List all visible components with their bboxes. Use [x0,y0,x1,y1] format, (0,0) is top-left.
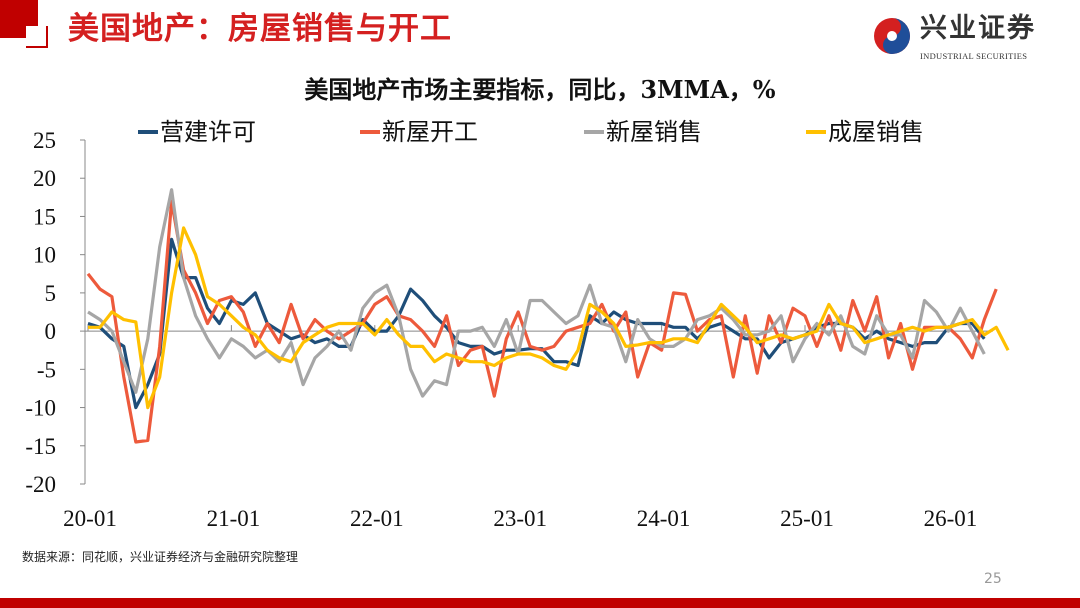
page-number: 25 [984,571,1002,587]
y-tick-label: -20 [25,472,56,497]
x-tick-label: 20-01 [63,506,117,531]
x-tick-label: 22-01 [350,506,404,531]
logo-swirl-icon [874,18,910,54]
legend-item-permits: 营建许可 [138,118,256,146]
x-tick-label: 21-01 [207,506,261,531]
legend-label: 新屋销售 [606,118,702,146]
data-source-note: 数据来源：同花顺，兴业证券经济与金融研究院整理 [22,550,299,564]
legend-swatch [806,130,826,134]
x-tick-label: 24-01 [637,506,691,531]
legend-item-starts: 新屋开工 [360,118,478,146]
x-tick-label: 25-01 [780,506,834,531]
legend-swatch [584,130,604,134]
y-tick-label: -15 [25,434,56,459]
legend-swatch [360,130,380,134]
legend-label: 成屋销售 [828,118,924,146]
y-tick-label: -5 [37,357,56,382]
y-tick-label: 20 [33,166,56,191]
legend-label: 营建许可 [160,118,256,146]
chart-title: 美国地产市场主要指标，同比，3MMA，% [304,75,776,104]
logo-text-en: INDUSTRIAL SECURITIES [920,51,1028,61]
series-line-2 [86,199,998,444]
y-tick-label: 5 [45,281,57,306]
legend-item-new-home-sales: 新屋销售 [584,118,702,146]
y-tick-label: -10 [25,396,56,421]
y-tick-label: 0 [45,319,57,344]
logo-text-cn: 兴业证券 [920,13,1036,44]
bottom-bar [0,598,1080,608]
y-tick-label: 10 [33,243,56,268]
legend-label: 新屋开工 [382,118,478,146]
x-tick-label: 26-01 [924,506,978,531]
series-line-1 [87,237,986,410]
legend-swatch [138,130,158,134]
slide-title: 美国地产：房屋销售与开工 [68,11,452,47]
x-tick-label: 23-01 [493,506,547,531]
y-tick-label: 25 [33,128,56,153]
series-line-3 [87,188,986,398]
corner-bracket [26,26,48,48]
series-line-4 [88,226,1010,410]
company-logo: 兴业证券 INDUSTRIAL SECURITIES [872,14,1062,64]
legend-item-existing-home-sales: 成屋销售 [806,118,924,146]
y-tick-label: 15 [33,204,56,229]
